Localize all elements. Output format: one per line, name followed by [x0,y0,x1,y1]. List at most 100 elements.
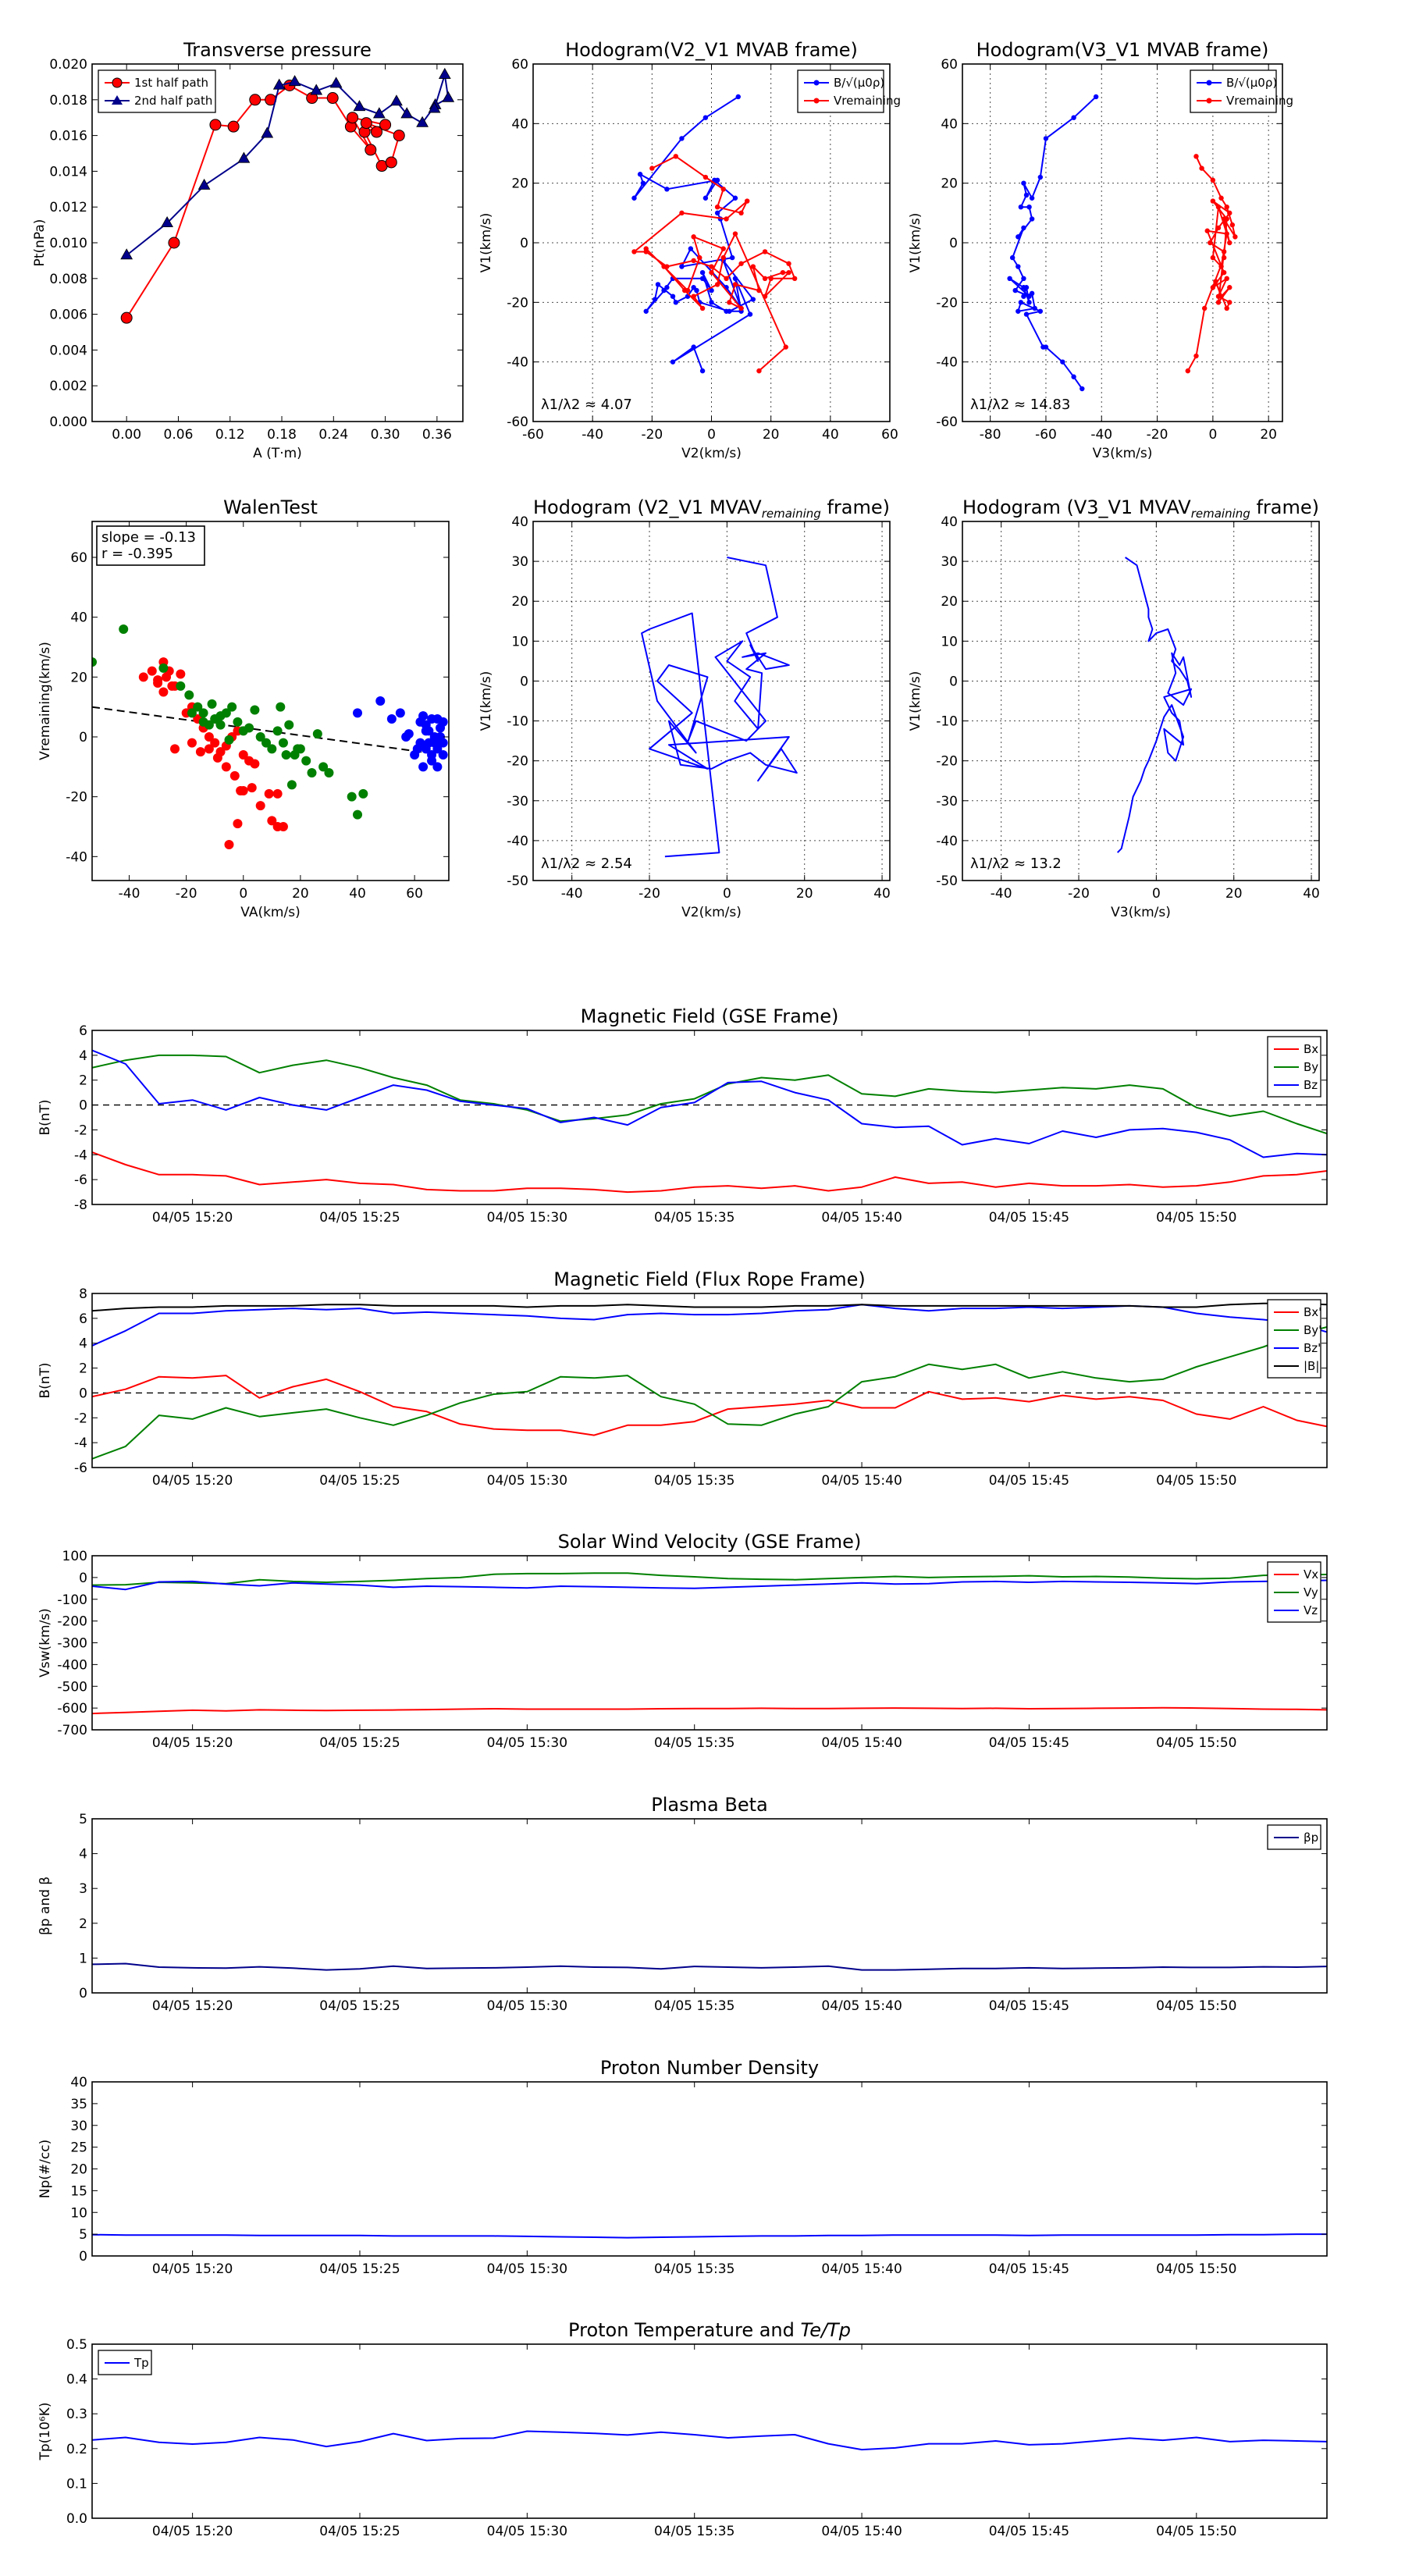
y-axis-label: V1(km/s) [908,213,923,273]
plot-area [92,1572,1327,1715]
x-tick-label: 04/05 15:30 [487,1473,567,1489]
x-tick-label: 04/05 15:20 [152,1998,233,2014]
fit-line [92,706,449,756]
data-point [360,117,372,130]
axes-frame [91,2081,1328,2257]
data-point [1218,264,1224,269]
data-point [631,195,637,201]
legend-marker [813,80,820,86]
plot-area [92,1302,1327,1460]
x-tick-label: 04/05 15:30 [487,1998,567,2014]
y-tick-label: -40 [936,834,958,849]
data-point [688,246,694,251]
data-point [682,287,688,294]
data-point [1210,285,1216,290]
data-point [212,753,222,763]
data-point [1218,294,1224,299]
y-tick-label: 15 [70,2183,87,2199]
x-tick-label: 40 [822,427,839,443]
data-point [1018,300,1024,305]
x-tick-label: 04/05 15:45 [989,1473,1069,1489]
series-line-3 [92,1302,1327,1312]
data-point [1229,222,1236,228]
y-tick-label: 3 [79,1881,87,1897]
y-tick-label: -6 [74,1461,87,1476]
data-point [310,84,323,95]
y-tick-label: 0.010 [49,236,87,251]
data-point [745,198,750,204]
y-tick-label: 10 [70,2205,87,2221]
data-point [643,246,649,251]
series-line-0 [641,557,798,858]
data-point [147,666,157,676]
y-tick-label: 0.006 [49,308,87,323]
legend-marker [1206,98,1212,104]
y-tick-label: 10 [941,634,958,649]
data-point [272,788,283,799]
data-point [244,723,254,733]
data-point [1023,311,1030,317]
data-point [198,708,208,718]
data-point [631,249,637,254]
data-point [278,738,288,748]
data-point [1221,254,1227,261]
legend-label: Vremaining [834,94,901,108]
data-point [353,100,366,112]
data-point [438,717,448,727]
y-tick-label: 100 [62,1549,87,1564]
x-tick-label: 20 [1260,427,1277,443]
data-point [1029,195,1035,201]
data-point [747,311,753,317]
y-tick-label: -4 [74,1436,87,1451]
y-tick-label: -500 [57,1679,87,1695]
data-point [176,669,186,679]
y-axis-label: Pt(nPa) [32,219,48,267]
series-line-0 [92,2430,1327,2451]
data-point [1007,276,1012,281]
data-point [709,287,714,294]
y-tick-label: 0.5 [66,2337,87,2353]
x-tick-label: 0.18 [267,427,297,443]
y-tick-label: 30 [70,2119,87,2134]
data-point [187,738,197,748]
data-point [709,264,714,269]
y-tick-label: 0.016 [49,129,87,144]
legend-label: By [1304,1060,1318,1074]
x-tick-label: 0 [707,427,716,443]
data-point [187,708,197,718]
data-point [1021,180,1026,186]
data-point [324,768,334,777]
data-point [679,136,685,141]
data-point [233,717,243,727]
y-tick-label: 0.3 [66,2407,87,2422]
legend: 1st half path 2nd half path [98,69,216,113]
y-tick-label: -100 [57,1592,87,1608]
x-tick-label: 04/05 15:20 [152,1735,233,1751]
y-tick-label: 0 [79,1386,87,1401]
y-tick-label: -50 [507,873,528,889]
plot-area [1007,94,1238,392]
x-tick-label: 0 [1152,886,1161,902]
data-point [138,672,148,682]
data-point [670,359,676,365]
data-point [738,210,744,216]
x-tick-label: 04/05 15:45 [989,1998,1069,2014]
plot-area [92,2430,1327,2451]
data-point [709,269,714,276]
data-point [261,126,274,138]
y-tick-label: 0.018 [49,93,87,109]
x-tick-label: 04/05 15:50 [1156,2524,1236,2539]
legend: B/√(μ0ρ) Vremaining [797,69,901,113]
data-point [709,300,714,305]
data-point [404,729,414,739]
data-point [421,744,431,754]
y-tick-label: 0 [520,236,528,251]
x-tick-label: 04/05 15:45 [989,1735,1069,1751]
x-tick-label: 04/05 15:25 [319,1210,400,1226]
x-tick-label: 04/05 15:35 [654,2261,735,2277]
data-point [702,195,709,201]
axes-frame [91,2343,1328,2519]
data-point [278,822,288,831]
y-tick-label: 40 [511,514,528,530]
series-line-0 [92,1375,1327,1436]
